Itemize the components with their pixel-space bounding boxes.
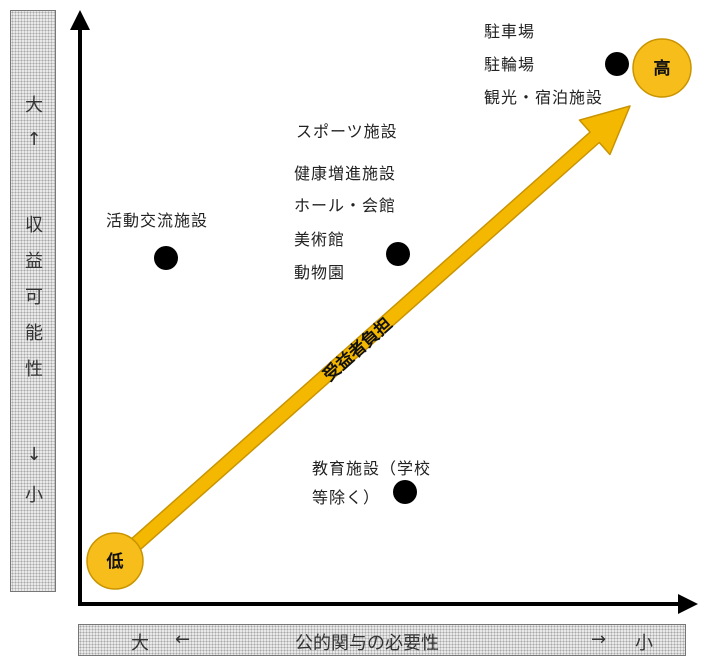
benefit-burden-arrow [109, 105, 631, 569]
facility-label: 活動交流施設 [106, 211, 209, 230]
facility-label: 健康増進施設 [294, 164, 397, 183]
y-axis-char: 益 [25, 251, 43, 272]
left-arrow-icon: ← [175, 629, 191, 650]
high-badge-label: 高 [654, 58, 671, 79]
y-axis-arrowhead [70, 10, 90, 30]
y-axis-char: 可 [25, 287, 43, 308]
y-axis-bottom-label: 小 [25, 485, 43, 506]
facility-label: 駐車場 [484, 22, 536, 41]
arrow-label: 受益者負担 [319, 314, 397, 386]
facility-dot-education [393, 480, 417, 504]
facility-label: スポーツ施設 [296, 122, 398, 141]
low-badge-label: 低 [106, 551, 124, 572]
facility-label: 教育施設（学校 [312, 459, 432, 478]
low-badge-circle [86, 532, 144, 590]
facility-label: ホール・会館 [294, 196, 397, 215]
facility-label: 等除く） [312, 488, 381, 507]
y-axis-char: 収 [25, 215, 43, 236]
right-arrow-icon: → [591, 629, 607, 650]
high-badge-circle [632, 38, 692, 98]
x-axis-left-label: 大 [131, 633, 149, 654]
y-axis-char: 能 [25, 323, 43, 344]
facility-dot-parking-tourism [605, 52, 629, 76]
facility-label: 動物園 [294, 263, 346, 282]
y-axis-top-label: 大 [25, 95, 43, 116]
x-axis-title: 公的関与の必要性 [295, 633, 439, 654]
facility-dot-activity-exchange [154, 246, 178, 270]
facility-dot-sports-culture [386, 242, 410, 266]
y-axis-char: 性 [25, 359, 43, 380]
x-axis-right-label: 小 [635, 633, 653, 654]
facility-label: 駐輪場 [484, 55, 536, 74]
down-arrow-icon: ↓ [26, 444, 42, 465]
up-arrow-icon: ↑ [26, 129, 42, 150]
facility-label: 美術館 [294, 230, 346, 249]
facility-label: 観光・宿泊施設 [484, 88, 604, 107]
y-axis-label-box: 大 ↑ 収 益 可 能 性 ↓ 小 [10, 10, 56, 592]
x-axis-arrowhead [678, 594, 698, 614]
x-axis-label-box: 大 ← 公的関与の必要性 → 小 [78, 624, 686, 656]
